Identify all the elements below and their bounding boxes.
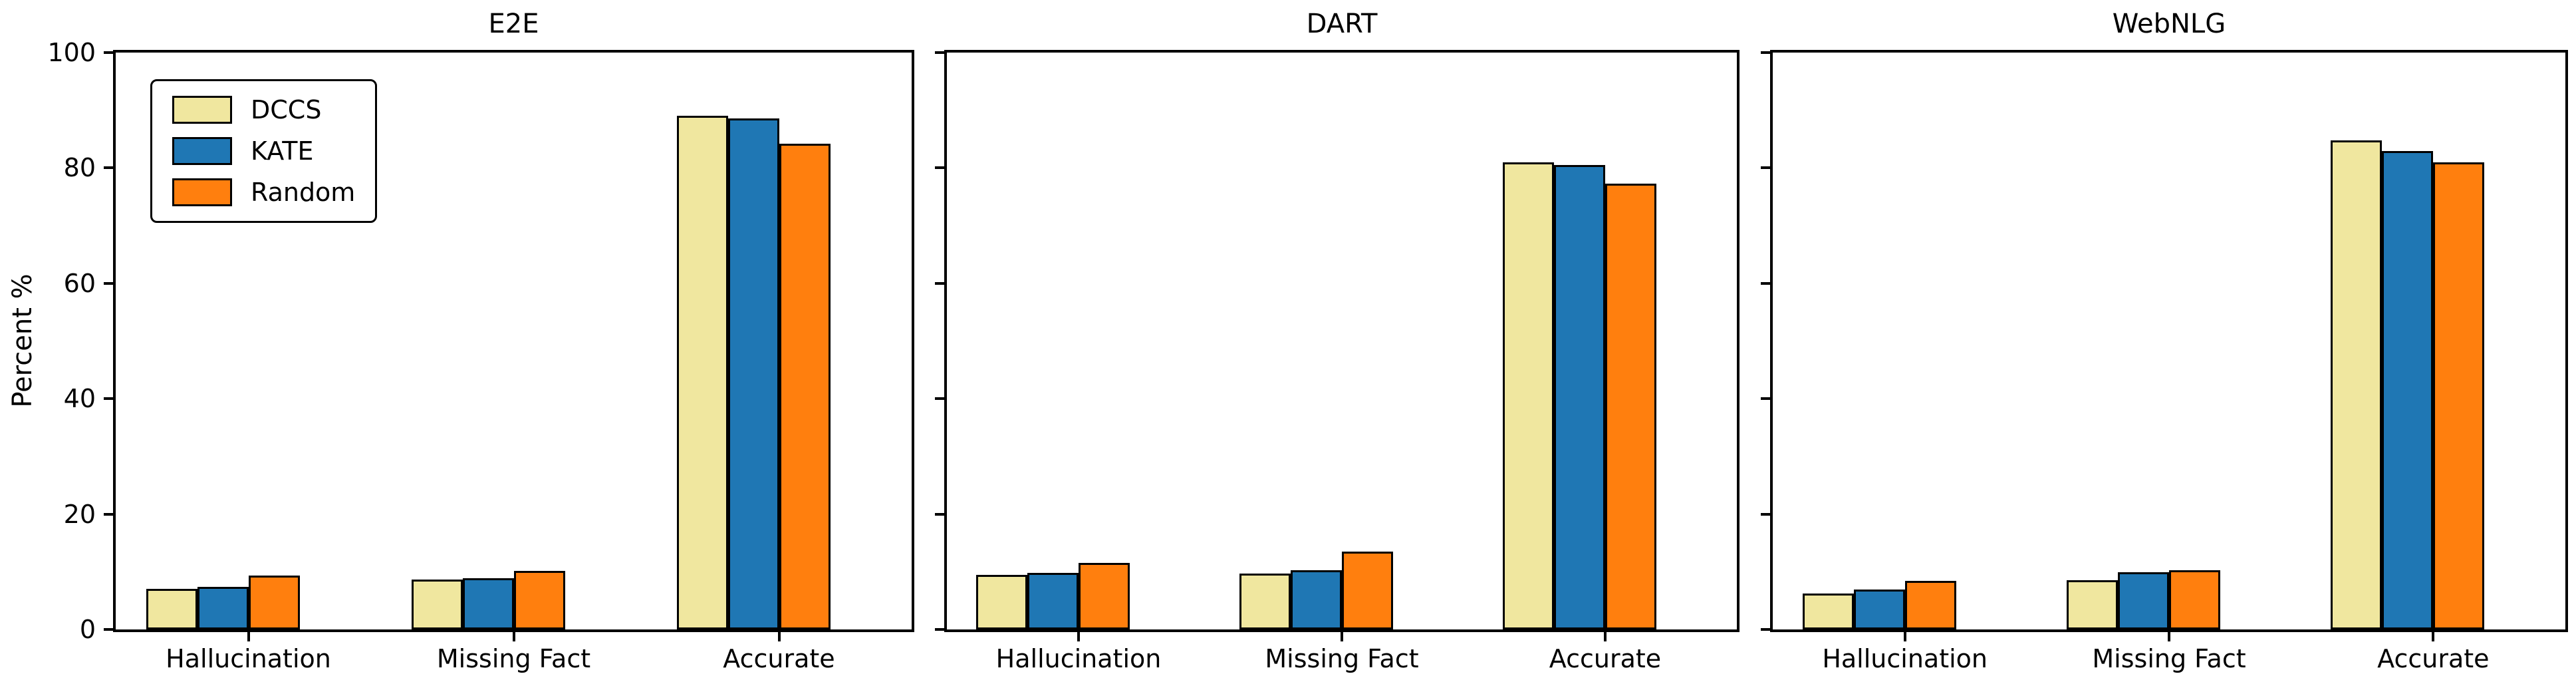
bar-e2e-accurate-kate	[727, 118, 779, 629]
bar-e2e-missing-fact-dccs	[411, 580, 463, 629]
x-tick-label-hallucination: Hallucination	[995, 644, 1162, 673]
bar-webnlg-hallucination-dccs	[1802, 594, 1854, 629]
bar-dart-accurate-dccs	[1503, 162, 1554, 629]
subplot-title-dart: DART	[1306, 9, 1378, 39]
bar-webnlg-missing-fact-dccs	[2067, 580, 2118, 629]
y-tick-label-0: 0	[79, 615, 96, 644]
y-tick-mark-60	[935, 281, 947, 285]
y-tick-label-80: 80	[63, 153, 96, 183]
bar-webnlg-accurate-kate	[2382, 151, 2434, 629]
y-tick-mark-80	[935, 166, 947, 170]
y-tick-mark-60	[1761, 281, 1773, 285]
bar-e2e-hallucination-kate	[197, 586, 249, 629]
legend-label-random: Random	[251, 178, 356, 207]
bar-dart-accurate-kate	[1554, 165, 1605, 629]
legend-item-dccs: DCCS	[172, 96, 355, 124]
x-tick-mark-hallucination	[1903, 629, 1906, 641]
x-tick-mark-hallucination	[1077, 629, 1080, 641]
y-tick-mark-20	[104, 512, 116, 516]
bar-dart-accurate-random	[1605, 183, 1656, 629]
y-tick-mark-40	[104, 397, 116, 401]
legend-item-kate: KATE	[172, 137, 355, 165]
x-tick-label-accurate: Accurate	[1549, 644, 1662, 673]
x-tick-label-missing-fact: Missing Fact	[436, 644, 591, 673]
subplot-e2e: E2E DCCS KATE Random 0 20 40 60 80 100 Halluci…	[47, 0, 914, 673]
x-tick-mark-missing-fact	[512, 629, 515, 641]
legend-item-random: Random	[172, 178, 355, 206]
legend-label-dccs: DCCS	[251, 95, 322, 124]
bar-dart-missing-fact-dccs	[1239, 573, 1291, 629]
x-tick-mark-accurate	[1604, 629, 1607, 641]
legend-label-kate: KATE	[251, 136, 314, 166]
x-tick-label-accurate: Accurate	[2377, 644, 2490, 673]
y-tick-mark-100	[104, 51, 116, 54]
x-tick-mark-accurate	[777, 629, 781, 641]
y-tick-mark-0	[1761, 628, 1773, 631]
bar-dart-missing-fact-kate	[1291, 570, 1342, 629]
subplot-title-e2e: E2E	[488, 9, 539, 39]
y-tick-mark-40	[935, 397, 947, 401]
bar-dart-hallucination-dccs	[976, 574, 1027, 629]
legend: DCCS KATE Random	[150, 79, 378, 223]
bar-e2e-accurate-dccs	[676, 116, 728, 629]
x-tick-label-hallucination: Hallucination	[166, 644, 331, 673]
bar-dart-missing-fact-random	[1342, 551, 1393, 629]
y-tick-mark-20	[935, 512, 947, 516]
bar-dart-hallucination-random	[1079, 563, 1130, 629]
y-tick-mark-0	[104, 628, 116, 631]
legend-swatch-dccs	[172, 96, 232, 124]
bar-e2e-hallucination-random	[248, 575, 300, 629]
y-tick-label-100: 100	[47, 38, 96, 67]
legend-swatch-random	[172, 178, 232, 206]
y-tick-label-60: 60	[63, 268, 96, 298]
x-tick-label-accurate: Accurate	[723, 644, 835, 673]
y-tick-mark-40	[1761, 397, 1773, 401]
x-tick-label-missing-fact: Missing Fact	[2092, 644, 2246, 673]
x-tick-label-missing-fact: Missing Fact	[1265, 644, 1419, 673]
y-tick-mark-80	[104, 166, 116, 170]
x-tick-mark-missing-fact	[2168, 629, 2170, 641]
y-tick-mark-20	[1761, 512, 1773, 516]
plot-area-dart: Hallucination Missing Fact Accurate	[935, 50, 1739, 673]
y-tick-mark-80	[1761, 166, 1773, 170]
bar-e2e-missing-fact-kate	[462, 578, 514, 629]
bar-webnlg-missing-fact-random	[2169, 570, 2220, 629]
bar-e2e-missing-fact-random	[513, 571, 565, 629]
plot-area-webnlg: Hallucination Missing Fact Accurate	[1761, 50, 2568, 673]
subplot-dart: DART Hallucination Missing Fact Accurate	[935, 0, 1739, 673]
y-tick-mark-100	[1761, 51, 1773, 54]
y-axis-label: Percent %	[7, 273, 38, 408]
x-tick-mark-hallucination	[247, 629, 250, 641]
bar-webnlg-missing-fact-kate	[2118, 572, 2169, 629]
x-tick-label-hallucination: Hallucination	[1822, 644, 1988, 673]
y-tick-mark-0	[935, 628, 947, 631]
bar-webnlg-hallucination-random	[1904, 581, 1956, 629]
x-tick-mark-missing-fact	[1341, 629, 1343, 641]
bar-e2e-hallucination-dccs	[146, 589, 197, 629]
x-tick-mark-accurate	[2432, 629, 2435, 641]
bar-dart-hallucination-kate	[1027, 573, 1079, 629]
legend-swatch-kate	[172, 137, 232, 165]
subplot-webnlg: WebNLG Hallucination Missing Fact Accurate	[1761, 0, 2568, 673]
plot-area-e2e: DCCS KATE Random 0 20 40 60 80 100 Hallucinati…	[47, 40, 914, 673]
bar-webnlg-accurate-dccs	[2331, 140, 2383, 629]
y-tick-label-20: 20	[63, 499, 96, 529]
y-tick-mark-100	[935, 51, 947, 54]
y-tick-label-40: 40	[63, 384, 96, 414]
bar-webnlg-accurate-random	[2433, 162, 2485, 629]
subplot-title-webnlg: WebNLG	[2112, 9, 2226, 39]
y-tick-mark-60	[104, 281, 116, 285]
bar-webnlg-hallucination-kate	[1853, 590, 1905, 629]
bar-e2e-accurate-random	[779, 144, 831, 629]
